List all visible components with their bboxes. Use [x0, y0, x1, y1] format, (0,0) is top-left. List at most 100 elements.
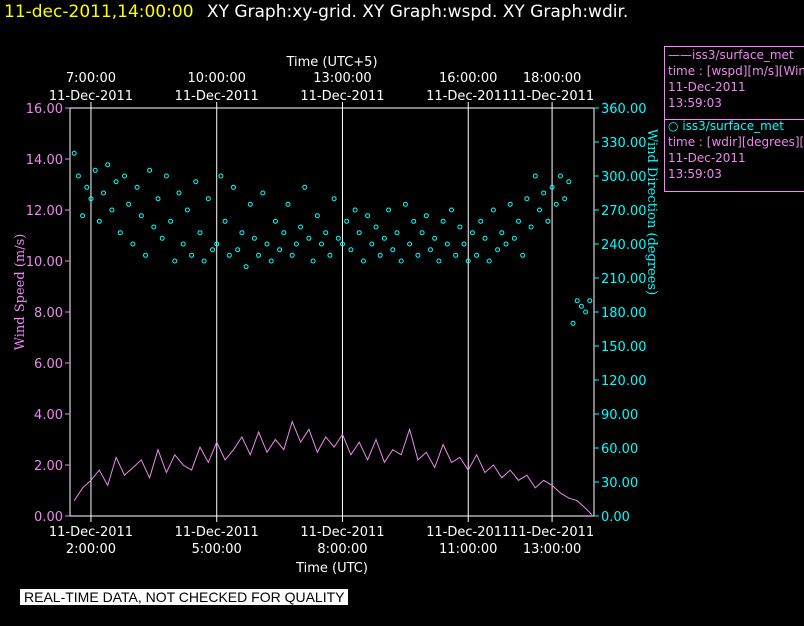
wdir-point [348, 247, 354, 253]
wdir-point [113, 179, 119, 185]
left-tick-label: 12.00 [26, 204, 63, 219]
wdir-point [151, 224, 157, 230]
title-graph-names: XY Graph:xy-grid. XY Graph:wspd. XY Grap… [206, 2, 629, 22]
legend-wdir-date: 11-Dec-2011 [668, 151, 746, 165]
top-tick-label-date: 11-Dec-2011 [49, 89, 133, 104]
wdir-point [499, 230, 505, 236]
wdir-point [528, 224, 534, 230]
wdir-point [327, 252, 333, 258]
plot-frame [69, 107, 595, 517]
wdir-point [319, 241, 324, 247]
wdir-point [134, 184, 140, 190]
wdir-point [469, 230, 475, 236]
wdir-point [281, 230, 287, 236]
wdir-point [436, 258, 442, 264]
top-tick-label-date: 11-Dec-2011 [426, 89, 510, 104]
wdir-point [138, 213, 144, 219]
wdir-point [583, 309, 589, 315]
wdir-point [298, 224, 304, 230]
wdir-point [360, 258, 366, 264]
wdir-point [386, 207, 392, 213]
wdir-point [449, 207, 454, 213]
legend-wspd-time: 13:59:03 [668, 96, 722, 110]
wdir-point [352, 207, 358, 213]
x-tick-label-date: 11-Dec-2011 [510, 525, 594, 540]
wdir-point [176, 190, 182, 196]
wdir-point [96, 218, 102, 224]
left-tick-label: 8.00 [34, 306, 63, 321]
wdir-point [377, 252, 383, 258]
top-tick-label-time: 13:00:00 [313, 71, 371, 86]
wdir-point [289, 252, 295, 258]
wdir-point [306, 235, 312, 241]
wdir-point [587, 298, 593, 304]
top-tick-label-date: 11-Dec-2011 [300, 89, 384, 104]
wdir-point [373, 224, 379, 230]
wdir-point [264, 241, 270, 247]
wdir-point [570, 320, 576, 326]
legend-wdir-time: 13:59:03 [668, 167, 722, 181]
wdir-point [285, 201, 291, 207]
left-tick-label: 2.00 [34, 459, 63, 474]
wdir-point [163, 173, 169, 179]
wdir-point [310, 258, 316, 264]
wdir-point [340, 241, 345, 247]
right-tick-label: 270.00 [601, 204, 647, 219]
wdir-point [511, 235, 517, 241]
legend-wdir: ○ iss3/surface_met time : [wdir][degrees… [664, 118, 804, 192]
wdir-point [453, 252, 459, 258]
right-tick-label: 0.00 [601, 510, 630, 525]
wdir-point [553, 201, 559, 207]
wdir-point [218, 173, 224, 179]
wdir-point [80, 213, 86, 219]
left-tick-label: 4.00 [34, 408, 63, 423]
wspd-series-line [73, 420, 593, 516]
right-tick-label: 180.00 [601, 306, 647, 321]
x-tick-label-time: 11:00:00 [439, 542, 497, 557]
wdir-point [390, 247, 396, 253]
right-tick-label: 240.00 [601, 238, 647, 253]
wdir-point [495, 247, 501, 253]
title-bar: 11-dec-2011,14:00:00 XY Graph:xy-grid. X… [4, 2, 628, 22]
wdir-point [235, 247, 241, 253]
right-tick-label: 30.00 [601, 476, 638, 491]
left-tick-label: 0.00 [34, 510, 63, 525]
wdir-point [411, 218, 417, 224]
wdir-point [193, 179, 199, 185]
wdir-point [159, 235, 165, 241]
wdir-point [398, 258, 404, 264]
wdir-point [365, 213, 371, 219]
right-tick-label: 120.00 [601, 374, 647, 389]
x-tick-label-time: 2:00:00 [66, 542, 116, 557]
wdir-point [520, 252, 526, 258]
wdir-point [243, 264, 249, 270]
wdir-point [260, 190, 266, 196]
wdir-point [222, 218, 228, 224]
wdir-point [117, 230, 123, 236]
wdir-point [478, 218, 484, 224]
wdir-point [205, 196, 211, 202]
wdir-point [457, 224, 463, 230]
wdir-point [490, 207, 496, 213]
wdir-point [272, 218, 278, 224]
wdir-point [130, 241, 136, 247]
legend-wdir-variable: time : [wdir][degrees][W [668, 135, 804, 149]
wdir-point [465, 258, 471, 264]
wdir-point [415, 252, 421, 258]
wdir-point [126, 201, 132, 207]
wdir-point [189, 252, 195, 258]
wdir-point [344, 218, 350, 224]
wdir-point [239, 230, 245, 236]
top-tick-label-time: 7:00:00 [66, 71, 116, 86]
left-tick-label: 6.00 [34, 357, 63, 372]
wdir-point [428, 247, 433, 253]
wdir-point [226, 252, 232, 258]
wdir-point [231, 184, 236, 190]
wdir-point [461, 241, 467, 247]
wdir-point [402, 201, 408, 207]
right-tick-label: 330.00 [601, 136, 647, 151]
legend-wspd: ——iss3/surface_met time : [wspd][m/s][Wi… [664, 46, 804, 120]
wdir-point [503, 241, 509, 247]
legend-circle-icon: ○ [668, 119, 679, 133]
top-axis-title: Time (UTC+5) [285, 55, 377, 70]
